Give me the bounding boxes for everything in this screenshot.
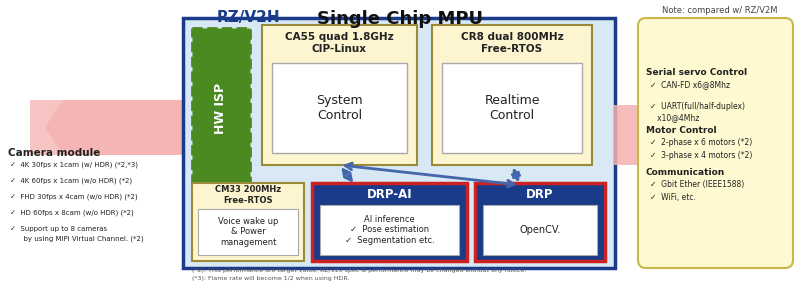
Text: DRP: DRP — [526, 187, 554, 201]
Text: ✓  HD 60fps x 8cam (w/o HDR) (*2): ✓ HD 60fps x 8cam (w/o HDR) (*2) — [10, 210, 134, 216]
Text: DRP-AI: DRP-AI — [366, 187, 412, 201]
Text: Realtime
Control: Realtime Control — [484, 94, 540, 122]
Text: ✓  Gbit Ether (IEEE1588): ✓ Gbit Ether (IEEE1588) — [650, 180, 744, 189]
Text: ✓  4K 60fps x 1cam (w/o HDR) (*2): ✓ 4K 60fps x 1cam (w/o HDR) (*2) — [10, 178, 132, 185]
Text: System
Control: System Control — [316, 94, 363, 122]
Text: x10@4Mhz: x10@4Mhz — [650, 113, 699, 122]
Bar — [320, 205, 459, 255]
Text: Voice wake up
& Power
management: Voice wake up & Power management — [218, 217, 278, 247]
Bar — [312, 183, 467, 261]
Text: by using MIPI Virtual Channel. (*2): by using MIPI Virtual Channel. (*2) — [10, 236, 144, 243]
Text: Serial servo Control: Serial servo Control — [646, 68, 747, 77]
Text: Single Chip MPU: Single Chip MPU — [317, 10, 483, 28]
Text: CR8 dual 800MHz
Free-RTOS: CR8 dual 800MHz Free-RTOS — [461, 32, 563, 54]
Text: AI inference
✓  Pose estimation
✓  Segmentation etc.: AI inference ✓ Pose estimation ✓ Segment… — [345, 215, 434, 245]
Text: OpenCV.: OpenCV. — [519, 225, 561, 235]
Text: (*3): Flame rate will become 1/2 when using HDR.: (*3): Flame rate will become 1/2 when us… — [192, 276, 350, 281]
Text: Communication: Communication — [646, 168, 726, 177]
FancyArrow shape — [613, 105, 671, 165]
FancyArrow shape — [45, 100, 183, 155]
Text: Note: compared w/ RZ/V2M: Note: compared w/ RZ/V2M — [662, 6, 778, 15]
Text: ✓  3-phase x 4 motors (*2): ✓ 3-phase x 4 motors (*2) — [650, 151, 752, 160]
Text: Camera module: Camera module — [8, 148, 100, 158]
Text: ✓  UART(full/half-duplex): ✓ UART(full/half-duplex) — [650, 102, 745, 111]
Text: ✓  Support up to 8 cameras: ✓ Support up to 8 cameras — [10, 226, 107, 232]
Text: Motor Control: Motor Control — [646, 126, 717, 135]
Text: CA55 quad 1.8GHz
CIP-Linux: CA55 quad 1.8GHz CIP-Linux — [285, 32, 394, 54]
FancyBboxPatch shape — [638, 18, 793, 268]
Text: HW ISP: HW ISP — [214, 82, 227, 133]
Text: ✓  4K 30fps x 1cam (w/ HDR) (*2,*3): ✓ 4K 30fps x 1cam (w/ HDR) (*2,*3) — [10, 162, 138, 168]
Bar — [262, 25, 417, 165]
Bar — [432, 25, 592, 165]
Bar — [198, 209, 298, 255]
Bar — [663, 23, 753, 61]
Bar — [442, 63, 582, 153]
Text: ✓  CAN-FD x6@8Mhz: ✓ CAN-FD x6@8Mhz — [650, 80, 730, 89]
Bar — [475, 183, 605, 261]
Text: ✓  FHD 30fps x 4cam (w/o HDR) (*2): ✓ FHD 30fps x 4cam (w/o HDR) (*2) — [10, 194, 138, 201]
Bar — [192, 28, 250, 188]
Polygon shape — [30, 100, 615, 155]
Bar — [192, 183, 304, 261]
Bar — [183, 18, 615, 268]
Bar — [483, 205, 597, 255]
Bar — [272, 63, 407, 153]
Text: ✓  WiFi, etc.: ✓ WiFi, etc. — [650, 193, 696, 202]
Text: (*2): This performance are target value. RZ/V2x spec & performance may be change: (*2): This performance are target value.… — [192, 268, 526, 273]
Text: CM33 200MHz
Free-RTOS: CM33 200MHz Free-RTOS — [215, 185, 281, 205]
Text: RZ/V2H: RZ/V2H — [216, 10, 280, 25]
Text: ✓  2-phase x 6 motors (*2): ✓ 2-phase x 6 motors (*2) — [650, 138, 752, 147]
